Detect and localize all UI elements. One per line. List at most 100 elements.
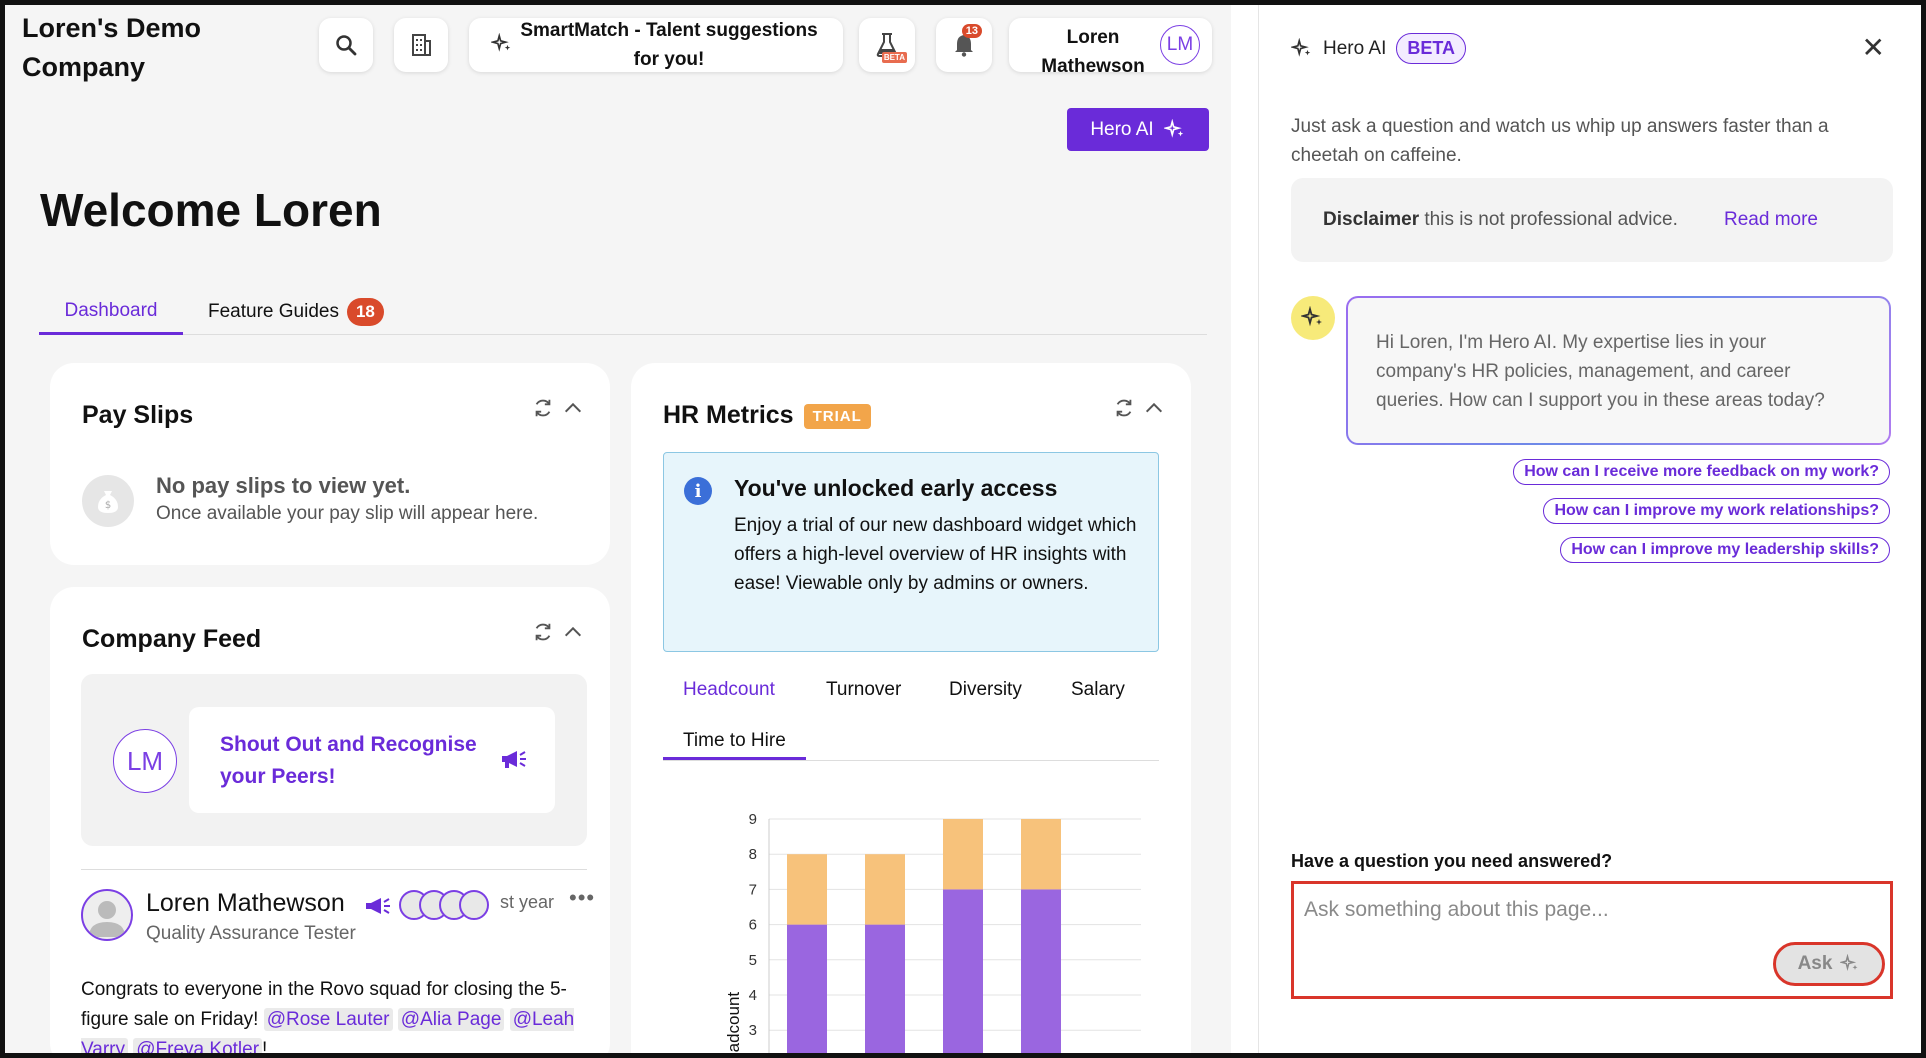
notifications-button[interactable]: 13: [936, 18, 992, 72]
sparkle-icon: [1163, 118, 1183, 138]
refresh-icon[interactable]: [1113, 397, 1135, 419]
hero-ai-message-text: Hi Loren, I'm Hero AI. My expertise lies…: [1348, 298, 1889, 443]
hero-ai-title: Hero AI: [1323, 37, 1387, 59]
close-icon[interactable]: ✕: [1861, 32, 1885, 63]
info-icon: i: [684, 477, 712, 505]
bar-segment[interactable]: [943, 819, 983, 890]
sparkle-icon: [1291, 37, 1311, 57]
money-bag-icon: $: [82, 475, 134, 527]
early-access-body: Enjoy a trial of our new dashboard widge…: [734, 515, 1137, 594]
y-tick-label: 3: [749, 1022, 757, 1039]
post-author-avatar[interactable]: [81, 889, 133, 941]
metrics-tab-headcount[interactable]: Headcount: [683, 679, 775, 700]
hr-metrics-card: HR Metrics TRIAL i You've unlocked early …: [631, 363, 1191, 1053]
svg-text:$: $: [105, 500, 111, 511]
ask-button-label: Ask: [1797, 953, 1833, 974]
building-icon: [412, 34, 431, 56]
dashboard-tabs: Dashboard Feature Guides 18: [39, 289, 1207, 335]
chevron-up-icon[interactable]: [1143, 397, 1165, 419]
post-time: st year: [500, 892, 555, 912]
pay-slips-title: Pay Slips: [82, 401, 194, 429]
trial-badge: TRIAL: [803, 403, 871, 429]
company-feed-title: Company Feed: [82, 625, 262, 653]
suggestion-chip[interactable]: How can I receive more feedback on my wo…: [1513, 459, 1890, 485]
search-button[interactable]: [319, 18, 373, 72]
megaphone-icon: [366, 898, 390, 914]
megaphone-icon: [502, 751, 526, 768]
disclaimer-bold: Disclaimer: [1323, 209, 1420, 230]
feature-guides-count: 18: [346, 298, 384, 326]
bar-segment[interactable]: [865, 924, 905, 1053]
refresh-icon[interactable]: [532, 621, 554, 643]
notification-count: 13: [961, 24, 982, 38]
bar-segment[interactable]: [787, 924, 827, 1053]
post-text: Congrats to everyone in the Rovo squad f…: [81, 979, 567, 1030]
company-feed-card: Company Feed LM Shout Out and Recognise …: [50, 587, 610, 1053]
mention-link[interactable]: @Rose Lauter: [263, 1008, 393, 1031]
bar-segment[interactable]: [943, 889, 983, 1053]
disclaimer-box: Disclaimer this is not professional advi…: [1291, 178, 1893, 262]
sparkle-icon: [1840, 954, 1858, 972]
mention-link[interactable]: @Freya Kotler: [133, 1038, 263, 1053]
more-options-icon[interactable]: •••: [569, 885, 596, 910]
hero-ai-panel: Hero AI BETA ✕ Just ask a question and w…: [1258, 5, 1921, 1053]
hr-metrics-title-text: HR Metrics: [663, 401, 794, 429]
bar-segment[interactable]: [787, 854, 827, 925]
user-name: Loren Mathewson: [1041, 27, 1145, 77]
y-tick-label: 6: [749, 917, 757, 934]
suggestion-chip[interactable]: How can I improve my leadership skills?: [1560, 537, 1890, 563]
ask-input[interactable]: [1304, 892, 1874, 928]
disclaimer-body: this is not professional advice.: [1419, 209, 1678, 230]
shout-out-box: LM Shout Out and Recognise your Peers!: [81, 674, 587, 846]
smartmatch-button[interactable]: SmartMatch - Talent suggestions for you!: [469, 18, 843, 72]
tab-feature-guides[interactable]: Feature Guides 18: [208, 289, 384, 335]
hero-ai-button[interactable]: Hero AI: [1067, 108, 1209, 151]
early-access-notice: i You've unlocked early access Enjoy a t…: [663, 452, 1159, 652]
avatar: [459, 890, 489, 920]
post-text-end: !: [262, 1039, 268, 1053]
metrics-tab-salary[interactable]: Salary: [1071, 679, 1125, 700]
ask-button[interactable]: Ask: [1773, 942, 1885, 986]
pay-slips-card: Pay Slips $ No pay slips to view yet. On…: [50, 363, 610, 565]
post-author-name[interactable]: Loren Mathewson: [146, 889, 345, 917]
hero-ai-intro: Just ask a question and watch us whip up…: [1291, 116, 1829, 166]
bar-segment[interactable]: [865, 854, 905, 925]
divider: [663, 760, 1159, 761]
metrics-tab-turnover[interactable]: Turnover: [826, 679, 902, 700]
chevron-up-icon[interactable]: [562, 621, 584, 643]
hero-ai-message: Hi Loren, I'm Hero AI. My expertise lies…: [1346, 296, 1891, 445]
beta-tag: BETA: [881, 52, 907, 63]
company-name[interactable]: Loren's Demo Company: [22, 13, 201, 82]
ask-box: Ask: [1291, 881, 1893, 999]
shout-out-label: Shout Out and Recognise your Peers!: [220, 733, 477, 788]
labs-button[interactable]: BETA: [859, 18, 915, 72]
metrics-tab-diversity[interactable]: Diversity: [949, 679, 1022, 700]
tab-dashboard[interactable]: Dashboard: [39, 289, 183, 335]
post-body: Congrats to everyone in the Rovo squad f…: [81, 975, 591, 1053]
y-axis-label: Headcount: [724, 992, 743, 1053]
active-tab-indicator: [663, 757, 806, 760]
chevron-up-icon[interactable]: [562, 397, 584, 419]
headcount-chart: 3 4 5 6 7 8 9 Headcount: [724, 811, 1141, 1053]
suggestion-chip[interactable]: How can I improve my work relationships?: [1543, 498, 1890, 524]
refresh-icon[interactable]: [532, 397, 554, 419]
main-app: Loren's Demo Company SmartMatch - Talent…: [5, 5, 1231, 1053]
post-author-role: Quality Assurance Tester: [146, 923, 356, 944]
bar-segment[interactable]: [1021, 889, 1061, 1053]
shout-out-button[interactable]: Shout Out and Recognise your Peers!: [189, 707, 555, 813]
bell-icon: [955, 35, 973, 57]
sparkle-icon: [1301, 306, 1322, 327]
y-tick-label: 5: [749, 952, 757, 969]
disclaimer-text: Disclaimer this is not professional advi…: [1323, 209, 1678, 231]
bar-segment[interactable]: [1021, 819, 1061, 890]
user-menu-button[interactable]: Loren Mathewson LM: [1009, 18, 1212, 77]
read-more-link[interactable]: Read more: [1724, 209, 1818, 230]
avatar: LM: [113, 729, 177, 793]
mention-link[interactable]: @Alia Page: [397, 1008, 505, 1031]
metrics-tab-time-to-hire[interactable]: Time to Hire: [683, 730, 786, 751]
hr-metrics-title: HR Metrics TRIAL: [663, 401, 871, 430]
company-switch-button[interactable]: [394, 18, 448, 72]
y-tick-label: 9: [749, 811, 757, 828]
y-tick-label: 7: [749, 881, 757, 898]
hero-ai-header: Hero AI BETA: [1291, 33, 1467, 64]
